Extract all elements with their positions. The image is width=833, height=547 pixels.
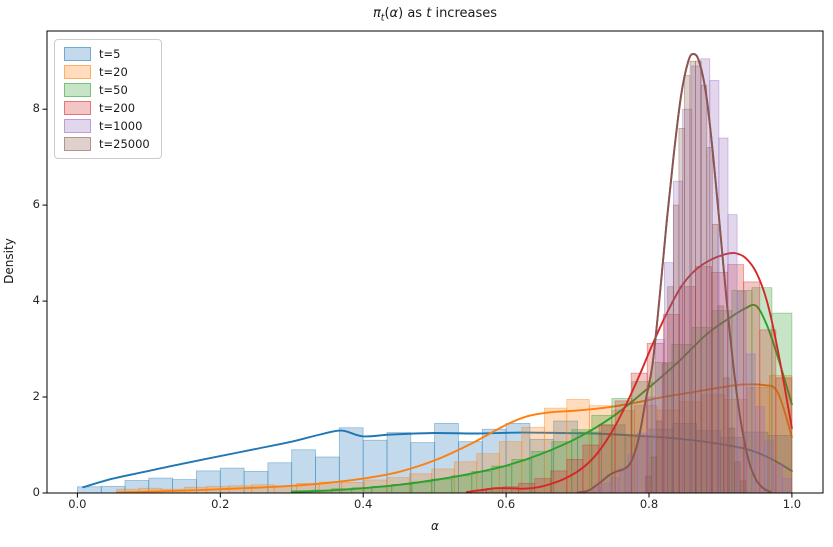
legend-swatch xyxy=(64,83,91,97)
legend-label: t=20 xyxy=(99,65,128,79)
y-tick-label: 8 xyxy=(32,101,40,116)
title-pi-symbol: π xyxy=(372,6,381,21)
kde-curve-t-5 xyxy=(82,429,793,489)
kde-curve-t-20 xyxy=(115,383,793,493)
x-tick-label: 0.2 xyxy=(211,497,230,511)
legend-item: t=200 xyxy=(64,101,150,115)
title-t-variable: t xyxy=(426,6,432,21)
legend-item: t=5 xyxy=(64,47,150,61)
title-end-text: increases xyxy=(431,6,498,21)
legend-swatch xyxy=(64,47,91,61)
y-tick-label: 0 xyxy=(32,485,40,499)
x-tick-label: 0.0 xyxy=(68,497,87,511)
y-tick-label: 4 xyxy=(32,293,40,308)
legend-item: t=50 xyxy=(64,83,150,97)
x-tick-label: 0.6 xyxy=(496,497,516,511)
title-open-paren: ( xyxy=(384,6,390,21)
axes-background xyxy=(47,31,823,493)
histogram-t-25000 xyxy=(645,60,747,493)
legend-label: t=1000 xyxy=(99,119,143,133)
title-subscript-t: t xyxy=(380,12,385,24)
tick-marks xyxy=(42,108,793,498)
x-axis-label: α xyxy=(431,519,439,533)
legend-label: t=200 xyxy=(99,101,136,115)
title-mid-text: as xyxy=(403,6,427,21)
series-container xyxy=(77,53,793,493)
title-alpha-symbol: α xyxy=(389,6,399,21)
title-close-paren: ) xyxy=(398,6,404,21)
legend-label: t=5 xyxy=(99,47,121,61)
legend-item: t=25000 xyxy=(64,137,150,151)
x-tick-label: 0.8 xyxy=(639,497,659,511)
legend-item: t=1000 xyxy=(64,119,150,133)
x-tick-label: 1.0 xyxy=(782,497,802,511)
legend-swatch xyxy=(64,101,91,115)
kde-curve-t-25000 xyxy=(576,53,772,493)
y-tick-label: 6 xyxy=(32,197,40,212)
legend-label: t=50 xyxy=(99,83,128,97)
legend-swatch xyxy=(64,65,91,79)
x-tick-label: 0.4 xyxy=(354,497,373,511)
axes-spines xyxy=(46,30,824,494)
legend-swatch xyxy=(64,119,91,133)
kde-curve-t-50 xyxy=(290,303,793,493)
legend-swatch xyxy=(64,137,91,151)
kde-curve-t-200 xyxy=(465,252,793,493)
legend-item: t=20 xyxy=(64,65,150,79)
chart-title: πt(α) as t increases xyxy=(47,6,823,24)
legend-label: t=25000 xyxy=(99,137,150,151)
y-tick-label: 2 xyxy=(32,389,40,404)
legend: t=5 t=20 t=50 t=200 t=1000 t=25000 xyxy=(54,39,162,159)
